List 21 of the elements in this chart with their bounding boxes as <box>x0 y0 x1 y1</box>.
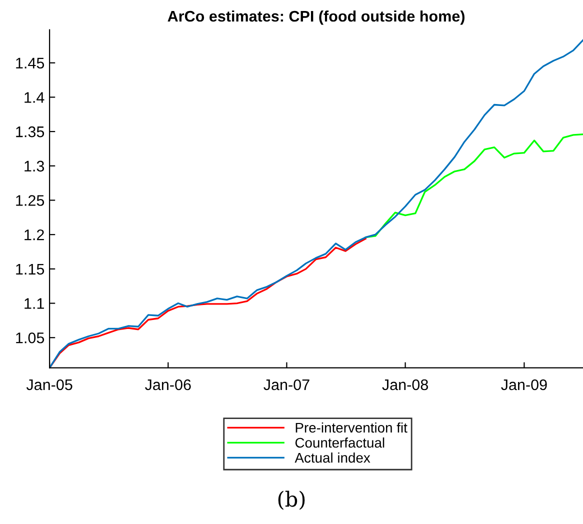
x-tick-label: Jan-08 <box>382 379 428 390</box>
y-tick-label: 1.4 <box>24 92 44 103</box>
y-tick-label: 1.15 <box>16 264 44 275</box>
legend-label: Actual index <box>294 452 370 463</box>
x-tick-label: Jan-09 <box>501 379 547 390</box>
y-tick-label: 1.25 <box>16 195 44 206</box>
line-series <box>50 238 366 368</box>
legend-label: Counterfactual <box>295 437 384 448</box>
x-tick-label: Jan-05 <box>26 379 72 390</box>
x-tick-label: Jan-07 <box>264 379 310 390</box>
y-tick-label: 1.3 <box>24 160 44 172</box>
y-tick-label: 1.45 <box>16 58 44 69</box>
text: (b) <box>278 490 305 510</box>
x-tick-label: Jan-06 <box>145 379 191 390</box>
y-tick-label: 1.1 <box>24 298 44 309</box>
y-tick-label: 1.2 <box>24 229 44 240</box>
y-tick-label: 1.35 <box>16 126 44 138</box>
y-tick-label: 1.05 <box>16 332 44 344</box>
line-series <box>364 133 583 238</box>
chart-title: ArCo estimates: CPI (food outside home) <box>168 10 464 25</box>
legend-label: Pre-intervention fit <box>296 422 408 433</box>
